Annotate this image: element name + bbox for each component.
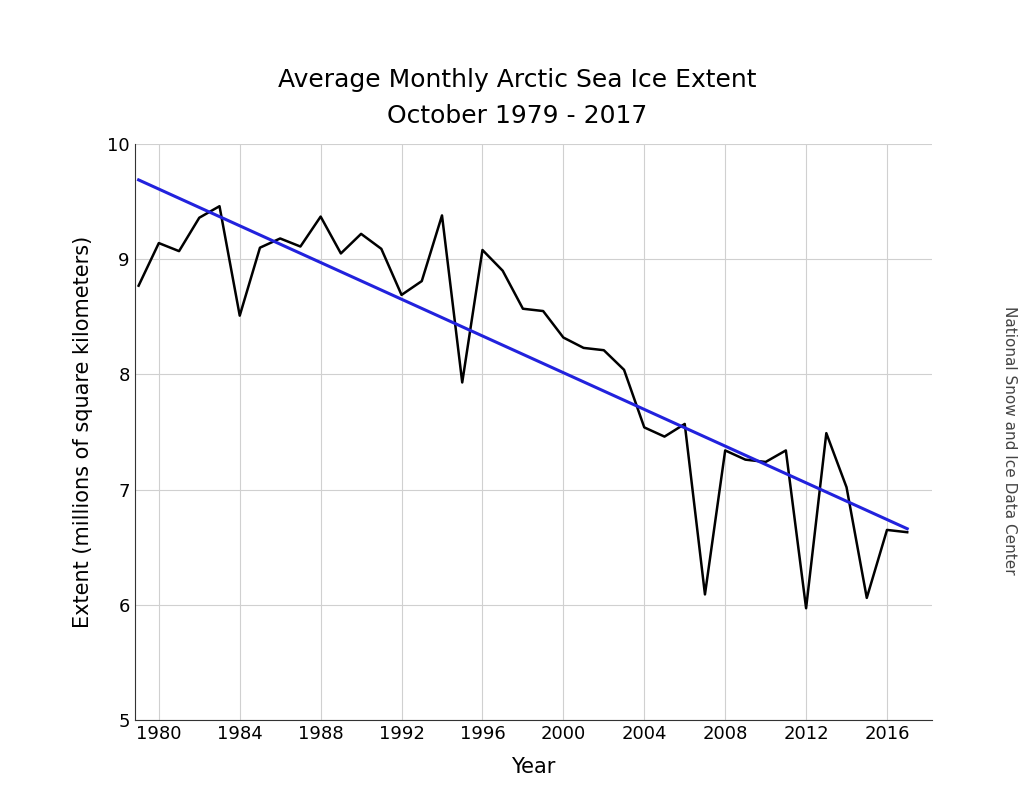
Text: Average Monthly Arctic Sea Ice Extent: Average Monthly Arctic Sea Ice Extent <box>278 68 757 92</box>
Y-axis label: Extent (millions of square kilometers): Extent (millions of square kilometers) <box>73 236 93 628</box>
X-axis label: Year: Year <box>511 757 555 777</box>
Text: National Snow and Ice Data Center: National Snow and Ice Data Center <box>1002 306 1016 574</box>
Text: October 1979 - 2017: October 1979 - 2017 <box>387 104 648 128</box>
